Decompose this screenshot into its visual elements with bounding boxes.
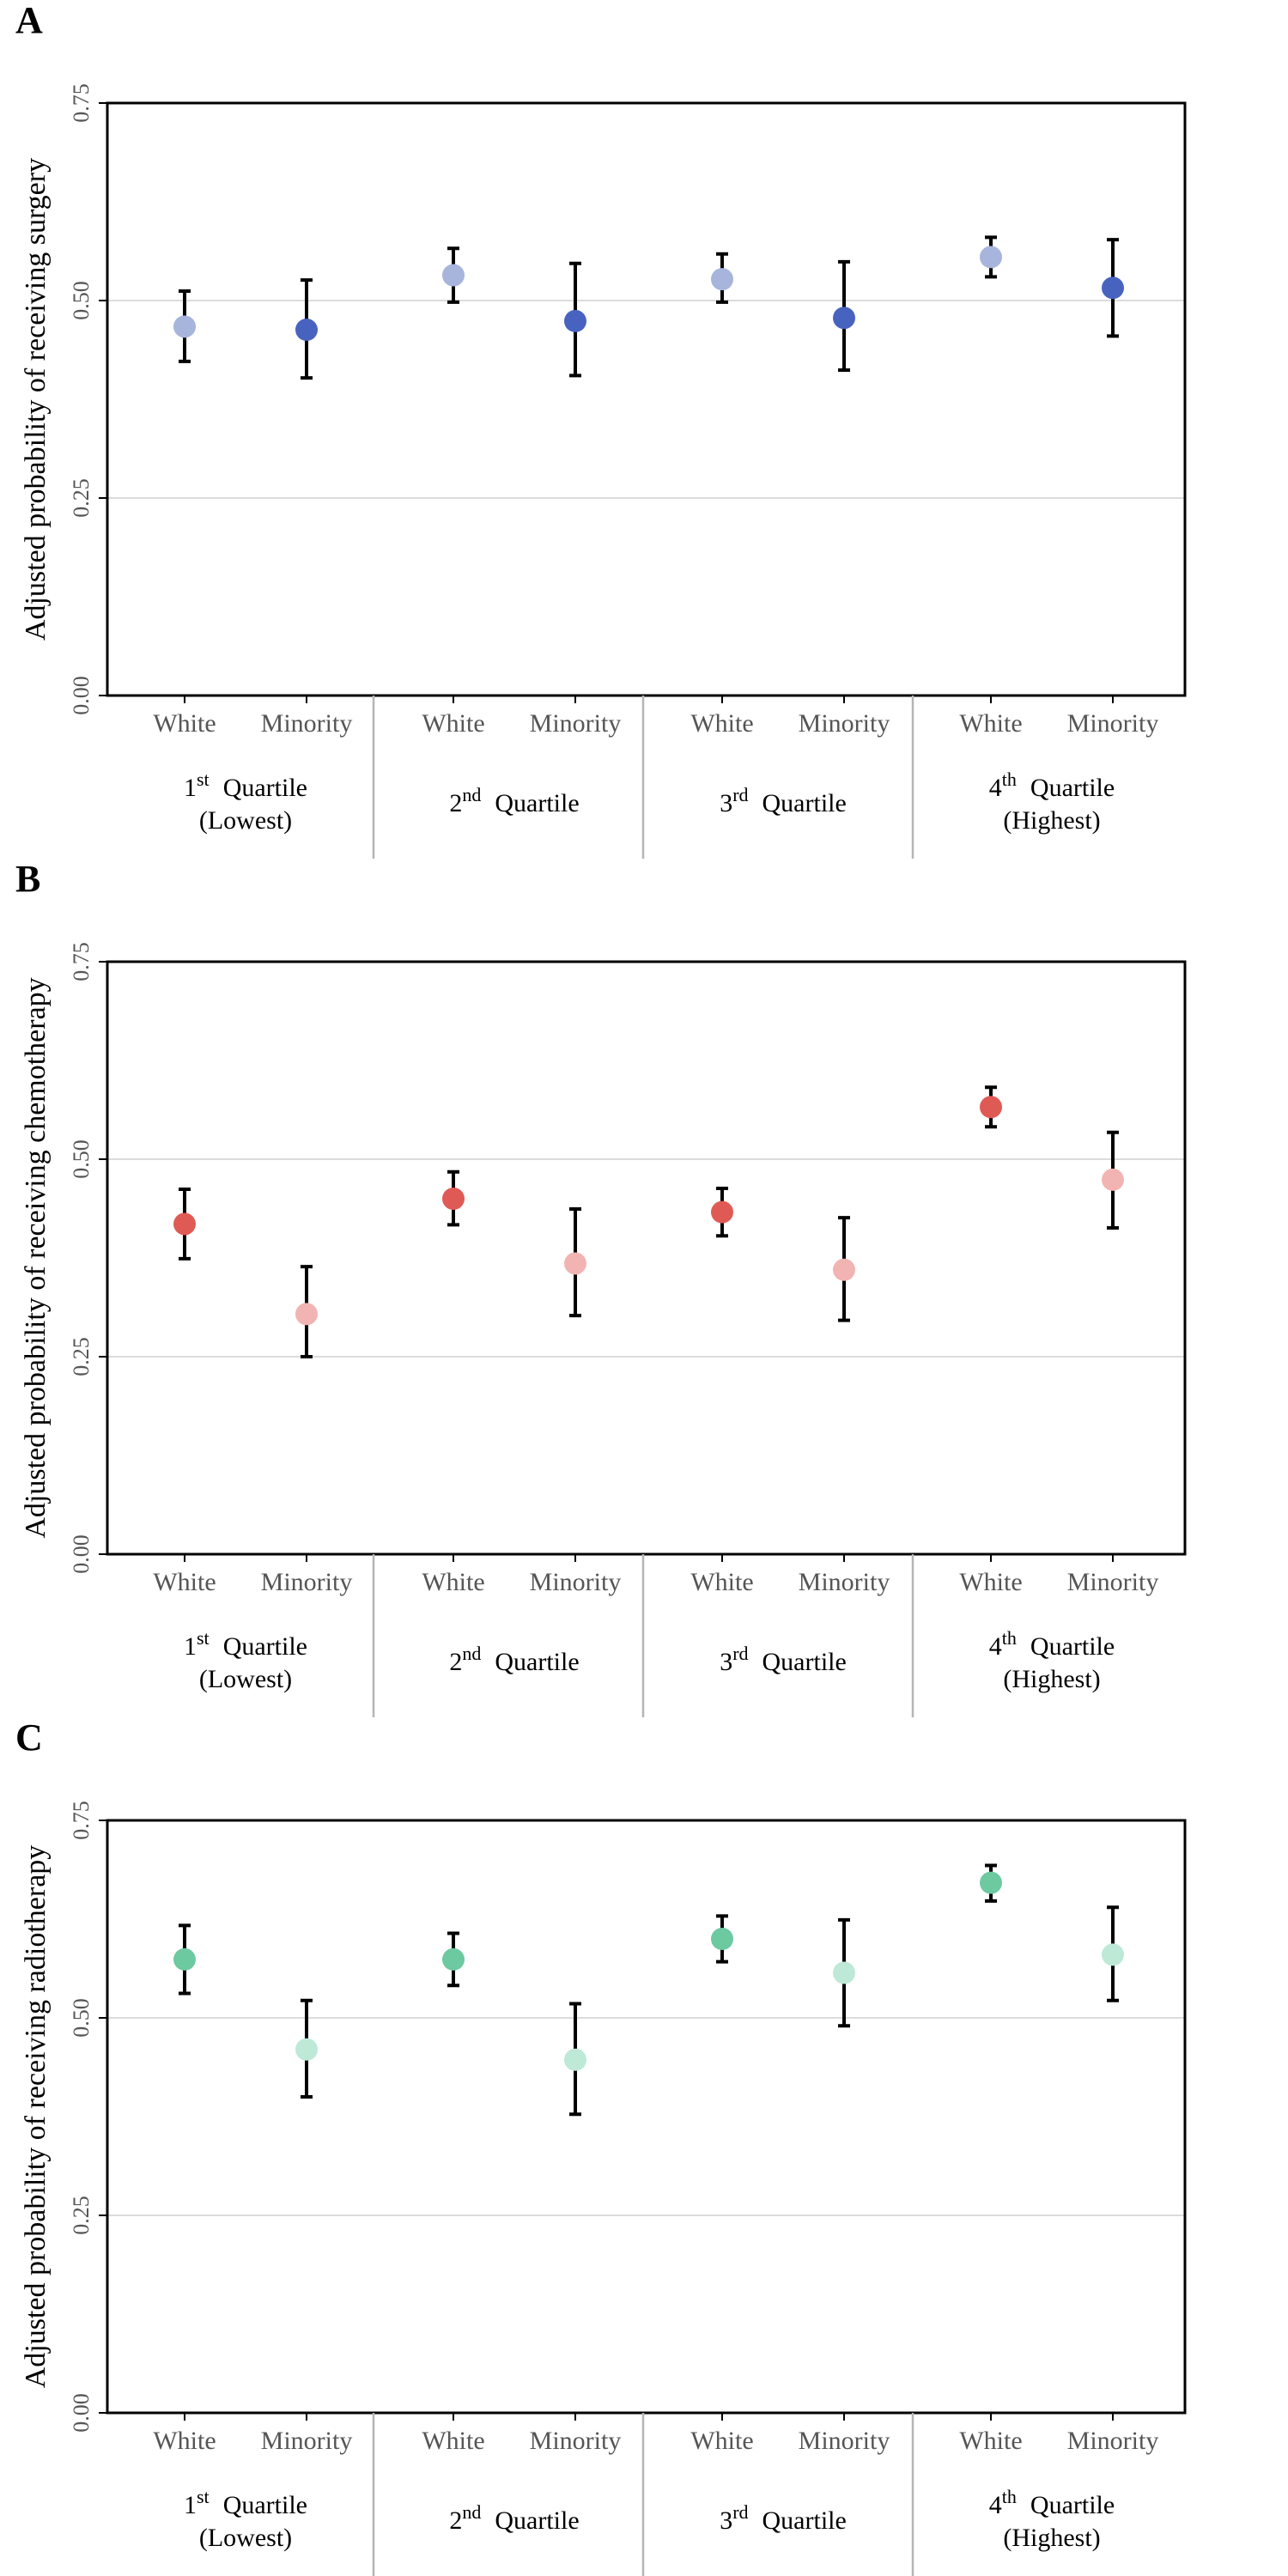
x-tick-label: White [422,1568,484,1596]
quartile-label: 1st Quartile [184,769,307,802]
data-point-white [173,1947,196,1971]
panel-label: A [15,0,43,41]
data-point-white [711,1928,733,1950]
x-tick-label: Minority [799,2427,890,2455]
x-tick-label: White [422,709,484,738]
quartile-label: 1st Quartile [184,2486,307,2519]
x-tick-label: White [690,2427,753,2455]
quartile-label: 2nd Quartile [449,2501,579,2535]
x-tick-label: White [153,709,216,738]
y-tick-label: 0.00 [69,676,94,715]
x-tick-label: White [959,2427,1022,2455]
data-point-minority [564,309,586,332]
y-tick-label: 0.75 [69,83,94,123]
data-point-minority [1102,1168,1124,1191]
x-tick-label: Minority [261,2427,353,2455]
quartile-label: 2nd Quartile [449,784,579,817]
data-point-minority [295,2038,318,2061]
x-tick-label: White [153,1568,216,1596]
quartile-sublabel: (Lowest) [199,2524,292,2552]
quartile-label: 4th Quartile [989,2486,1115,2519]
quartile-label: 3rd Quartile [720,784,847,817]
quartile-sublabel: (Lowest) [199,806,292,835]
panel-B: B 0.00 0.25 0.50 0.75 Adjusted probability of… [15,858,1187,1717]
quartile-label: 2nd Quartile [449,1643,579,1676]
panel-A: A 0.00 0.25 0.50 0.75 Adjusted probability of… [15,0,1187,859]
plot-frame [106,1819,1187,2415]
data-point-minority [295,1303,318,1326]
x-tick-label: Minority [530,2427,622,2455]
y-tick-label: 0.25 [69,478,94,518]
x-tick-label: Minority [799,1568,890,1596]
panel-label: C [15,1716,43,1759]
data-point-white [173,1212,196,1236]
quartile-label: 4th Quartile [989,1627,1115,1661]
y-tick-label: 0.50 [69,1998,94,2038]
y-tick-label: 0.75 [69,942,94,981]
y-axis-label: Adjusted probability of receiving radiot… [20,1845,52,2389]
x-tick-label: White [959,709,1022,738]
x-tick-label: Minority [261,1568,353,1596]
y-tick-label: 0.00 [69,2393,94,2433]
quartile-label: 4th Quartile [989,769,1115,802]
y-axis-label: Adjusted probability of receiving surger… [20,158,52,641]
quartile-sublabel: (Lowest) [199,1665,292,1693]
x-tick-label: Minority [799,709,890,738]
x-tick-label: White [690,1568,753,1596]
data-point-white [442,264,465,287]
data-point-minority [1102,1943,1124,1966]
y-tick-label: 0.50 [69,1139,94,1179]
data-point-minority [833,1961,855,1984]
y-tick-label: 0.25 [69,2196,94,2235]
plot-frame [106,101,1187,697]
x-tick-label: Minority [530,709,622,738]
x-tick-label: Minority [261,709,353,738]
x-tick-label: Minority [1067,2427,1159,2455]
plot-frame [106,960,1187,1556]
data-point-white [980,246,1002,269]
y-tick-label: 0.75 [69,1801,94,1840]
data-point-white [711,268,733,291]
y-axis-label: Adjusted probability of receiving chemot… [20,977,52,1538]
x-tick-label: White [959,1568,1022,1596]
data-point-white [980,1096,1002,1119]
y-tick-label: 0.25 [69,1337,94,1376]
data-point-white [442,1188,465,1210]
data-point-minority [833,1258,855,1281]
data-point-minority [564,2048,586,2071]
data-point-white [711,1200,733,1224]
x-tick-label: Minority [530,1568,622,1596]
y-tick-label: 0.00 [69,1534,94,1574]
quartile-sublabel: (Highest) [1003,1665,1100,1693]
data-point-minority [833,307,855,330]
x-tick-label: White [690,709,753,738]
quartile-sublabel: (Highest) [1003,2524,1100,2552]
quartile-sublabel: (Highest) [1003,806,1100,835]
quartile-label: 3rd Quartile [720,1643,847,1676]
data-point-minority [295,319,318,342]
x-tick-label: White [422,2427,484,2455]
panel-label: B [15,858,40,900]
x-tick-label: Minority [1067,1568,1159,1596]
y-tick-label: 0.50 [69,281,94,320]
data-point-white [442,1947,465,1971]
data-point-minority [1102,276,1124,300]
x-tick-label: White [153,2427,216,2455]
data-point-minority [564,1252,586,1275]
data-point-white [173,315,196,338]
x-tick-label: Minority [1067,709,1159,738]
data-point-white [980,1871,1002,1894]
quartile-label: 3rd Quartile [720,2501,847,2535]
quartile-label: 1st Quartile [184,1627,307,1661]
panel-C: C 0.00 0.25 0.50 0.75 Adjusted probability of… [15,1716,1187,2576]
